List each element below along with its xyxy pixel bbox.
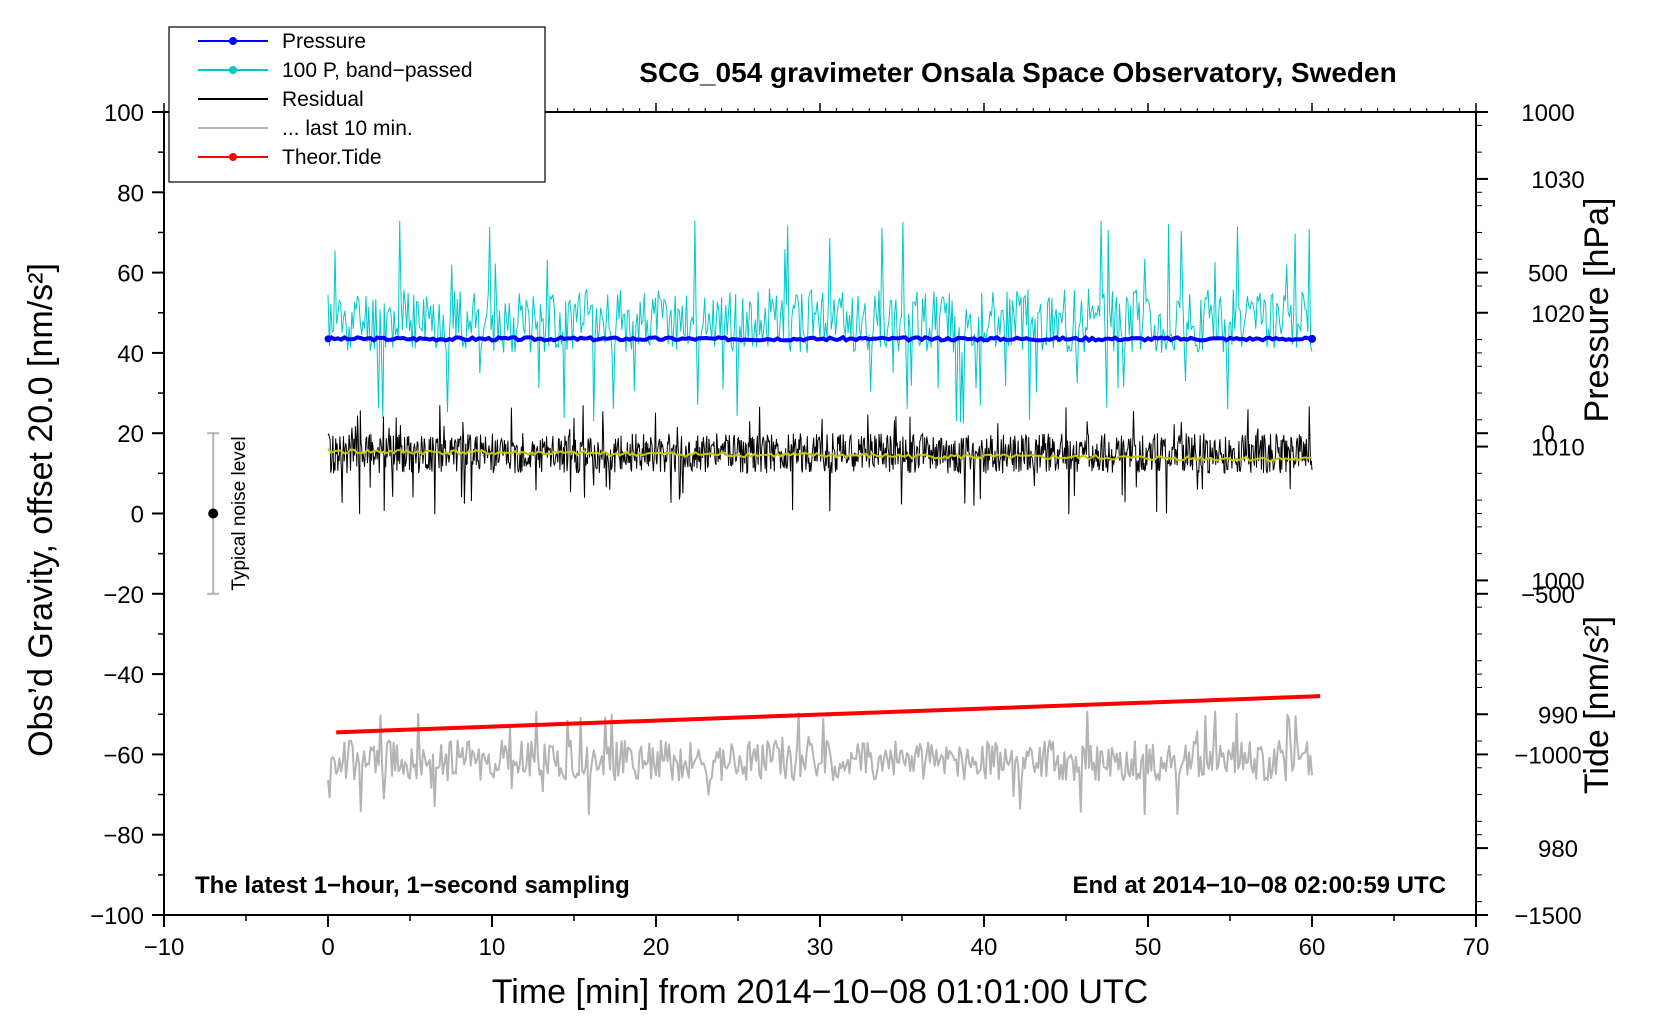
y-tick-label: 20 bbox=[117, 421, 144, 448]
series-band-passed bbox=[327, 220, 1313, 424]
tide-tick-label: −500 bbox=[1521, 582, 1575, 609]
legend-label: ... last 10 min. bbox=[282, 117, 413, 140]
pressure-axis-label: Pressure [hPa] bbox=[1578, 198, 1616, 423]
legend-label: Pressure bbox=[282, 30, 366, 53]
y-tick-label: −40 bbox=[103, 662, 144, 689]
y-tick-label: 100 bbox=[104, 100, 144, 127]
legend-marker bbox=[229, 153, 237, 161]
x-tick-label: 70 bbox=[1463, 934, 1490, 961]
series-last-10-min bbox=[327, 710, 1313, 816]
chart-title: SCG_054 gravimeter Onsala Space Observat… bbox=[639, 57, 1396, 88]
y-tick-label: −60 bbox=[103, 742, 144, 769]
tide-axis-label: Tide [nm/s²] bbox=[1578, 616, 1616, 794]
legend-marker bbox=[229, 66, 237, 74]
tide-tick-label: −1500 bbox=[1514, 903, 1581, 930]
x-tick-label: 60 bbox=[1299, 934, 1326, 961]
legend-label: Theor.Tide bbox=[282, 146, 382, 169]
x-tick-label: 30 bbox=[807, 934, 834, 961]
x-tick-label: 0 bbox=[321, 934, 334, 961]
legend-marker bbox=[229, 37, 237, 45]
legend: Pressure 100 P, band−passed Residual ... la… bbox=[168, 26, 546, 183]
noise-bar-center bbox=[208, 508, 219, 519]
series-group bbox=[324, 220, 1321, 816]
y-axis-pressure: 980 990 1000 1010 1020 1030 bbox=[1476, 124, 1585, 903]
legend-label: 100 P, band−passed bbox=[282, 59, 473, 82]
series-theor-tide bbox=[336, 694, 1321, 735]
y-tick-label: 60 bbox=[117, 261, 144, 288]
note-right: End at 2014−10−08 02:00:59 UTC bbox=[1072, 872, 1446, 899]
y-axis-left: −100 −80 −60 −40 −20 0 20 40 60 80 100 bbox=[90, 100, 164, 930]
pressure-tick-label: 990 bbox=[1538, 702, 1578, 729]
pressure-end-marker bbox=[1308, 334, 1316, 343]
pressure-tick-label: 980 bbox=[1538, 836, 1578, 863]
y-tick-label: 40 bbox=[117, 341, 144, 368]
y-axis-label: Obs’d Gravity, offset 20.0 [nm/s²] bbox=[22, 263, 60, 757]
series-residual-smoothed bbox=[327, 448, 1313, 463]
x-tick-label: 20 bbox=[643, 934, 670, 961]
x-tick-label: −10 bbox=[144, 934, 185, 961]
legend-label: Residual bbox=[282, 88, 364, 111]
y-tick-label: −100 bbox=[90, 903, 144, 930]
pressure-tick-label: 1020 bbox=[1531, 301, 1584, 328]
x-tick-label: 40 bbox=[971, 934, 998, 961]
note-left: The latest 1−hour, 1−second sampling bbox=[195, 872, 630, 899]
x-tick-label: 50 bbox=[1135, 934, 1162, 961]
tide-tick-label: 0 bbox=[1541, 421, 1554, 448]
y-axis-tide: −1500 −1000 −500 0 500 1000 bbox=[1476, 100, 1582, 930]
y-tick-label: 80 bbox=[117, 180, 144, 207]
pressure-start-marker bbox=[324, 335, 332, 343]
tide-tick-label: −1000 bbox=[1514, 742, 1581, 769]
series-residual bbox=[327, 405, 1313, 515]
y-tick-label: 0 bbox=[131, 502, 144, 529]
series-pressure bbox=[326, 334, 1313, 343]
y-tick-label: −20 bbox=[103, 582, 144, 609]
noise-label: Typical noise level bbox=[229, 436, 250, 590]
x-axis: −10 0 10 20 30 40 50 60 70 bbox=[144, 103, 1490, 961]
pressure-tick-label: 1030 bbox=[1531, 167, 1584, 194]
tide-tick-label: 500 bbox=[1528, 261, 1568, 288]
tide-tick-label: 1000 bbox=[1521, 100, 1574, 127]
x-axis-label: Time [min] from 2014−10−08 01:01:00 UTC bbox=[492, 973, 1148, 1011]
x-tick-label: 10 bbox=[479, 934, 506, 961]
pressure-tick-label: 1010 bbox=[1531, 435, 1584, 462]
pressure-tick-label: 1000 bbox=[1531, 568, 1584, 595]
y-tick-label: −80 bbox=[103, 823, 144, 850]
noise-indicator bbox=[207, 432, 220, 595]
